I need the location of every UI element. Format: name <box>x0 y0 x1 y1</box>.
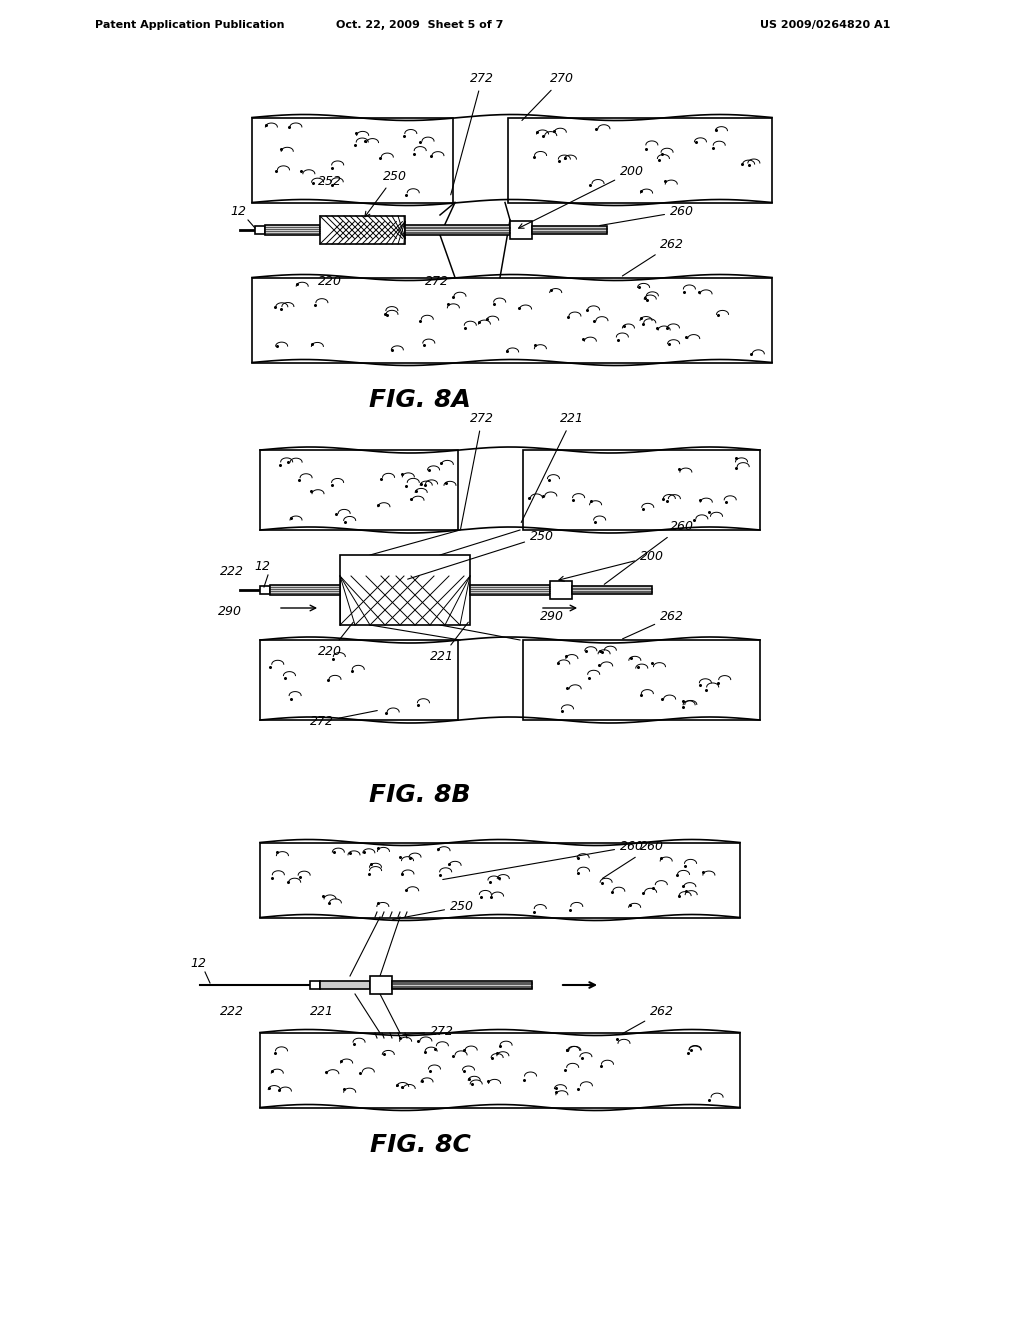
Bar <box>260 1032 740 1107</box>
Text: 260: 260 <box>604 520 694 585</box>
Bar <box>319 216 406 244</box>
Text: 272: 272 <box>402 1026 454 1038</box>
Bar <box>310 981 319 989</box>
Text: 260: 260 <box>442 840 644 879</box>
Text: FIG. 8B: FIG. 8B <box>370 783 471 807</box>
Text: 260: 260 <box>602 840 664 879</box>
Text: 250: 250 <box>393 900 474 920</box>
Text: 252: 252 <box>318 176 342 187</box>
Text: 262: 262 <box>623 238 684 276</box>
Text: Patent Application Publication: Patent Application Publication <box>95 20 285 30</box>
Text: Oct. 22, 2009  Sheet 5 of 7: Oct. 22, 2009 Sheet 5 of 7 <box>336 20 504 30</box>
Text: 272: 272 <box>451 73 494 195</box>
Bar <box>265 224 319 235</box>
Text: 200: 200 <box>559 550 664 581</box>
Bar <box>319 981 370 989</box>
Text: 250: 250 <box>365 170 407 216</box>
Text: 260: 260 <box>600 205 694 226</box>
Text: 250: 250 <box>408 531 554 579</box>
Text: 220: 220 <box>318 275 342 288</box>
Bar <box>522 640 760 719</box>
Bar <box>550 581 572 599</box>
Bar <box>252 277 772 363</box>
Bar <box>522 450 760 531</box>
Text: 220: 220 <box>318 622 353 657</box>
Text: 12: 12 <box>230 205 246 218</box>
Text: FIG. 8A: FIG. 8A <box>369 388 471 412</box>
Text: FIG. 8C: FIG. 8C <box>370 1133 470 1158</box>
Bar <box>255 226 265 234</box>
Bar <box>532 226 607 234</box>
Text: 12: 12 <box>190 957 206 970</box>
Bar <box>270 585 340 595</box>
Text: 221: 221 <box>430 622 468 663</box>
Text: 272: 272 <box>310 710 377 729</box>
Bar <box>340 554 470 624</box>
Text: 221: 221 <box>521 412 584 523</box>
Text: 221: 221 <box>310 1005 334 1018</box>
Text: 272: 272 <box>461 412 494 529</box>
Text: 222: 222 <box>220 565 244 578</box>
Bar <box>260 842 740 917</box>
Bar <box>508 117 772 202</box>
Bar <box>510 220 532 239</box>
Text: 222: 222 <box>220 1005 244 1018</box>
Bar <box>260 640 458 719</box>
Bar <box>252 117 453 202</box>
Bar <box>392 981 532 989</box>
Text: 262: 262 <box>623 1005 674 1034</box>
Text: 290: 290 <box>218 605 242 618</box>
Bar <box>406 224 510 235</box>
Bar <box>260 450 458 531</box>
Text: 12: 12 <box>254 560 270 573</box>
Text: 270: 270 <box>522 73 574 120</box>
Text: 262: 262 <box>623 610 684 639</box>
Text: 290: 290 <box>540 610 564 623</box>
Text: 200: 200 <box>518 165 644 228</box>
Bar <box>370 975 392 994</box>
Bar <box>260 586 270 594</box>
Bar <box>470 585 550 595</box>
Text: 272: 272 <box>425 275 449 288</box>
Text: US 2009/0264820 A1: US 2009/0264820 A1 <box>760 20 891 30</box>
Bar <box>572 586 652 594</box>
